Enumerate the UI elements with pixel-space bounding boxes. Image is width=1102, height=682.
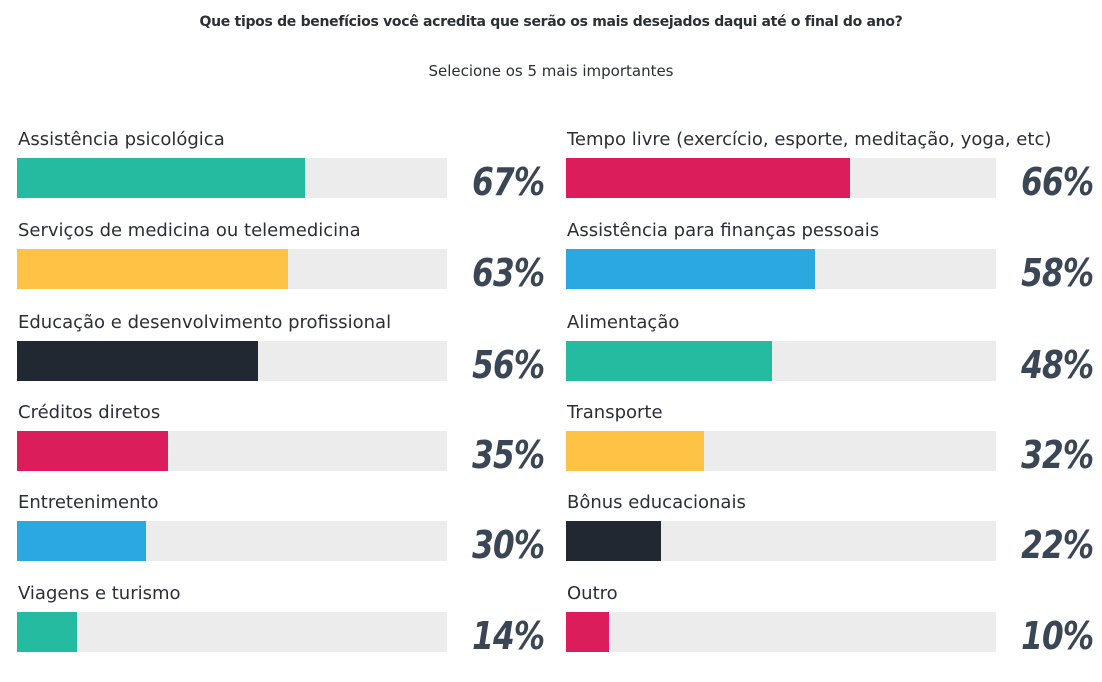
bar-row: Serviços de medicina ou telemedicina 63% — [17, 220, 557, 300]
bar-fill — [566, 341, 772, 381]
bar-fill — [566, 612, 609, 652]
bar-row: Entretenimento 30% — [17, 492, 557, 572]
bar-value-label: 35% — [472, 433, 545, 477]
bar-fill — [17, 249, 288, 289]
left-column: Assistência psicológica 67% Serviços de me… — [17, 0, 577, 682]
bar-label: Assistência para finanças pessoais — [567, 220, 880, 241]
bar-fill — [17, 521, 146, 561]
bar-label: Viagens e turismo — [18, 583, 181, 604]
bar-row: Bônus educacionais 22% — [566, 492, 1102, 572]
bar-fill — [566, 431, 704, 471]
bar-track — [566, 249, 996, 289]
bar-label: Bônus educacionais — [567, 492, 746, 513]
bar-value-label: 67% — [472, 160, 545, 204]
bar-fill — [17, 158, 305, 198]
bar-fill — [566, 158, 850, 198]
bar-track — [566, 612, 996, 652]
bar-value-label: 32% — [1021, 433, 1094, 477]
bar-row: Transporte 32% — [566, 402, 1102, 482]
bar-row: Outro 10% — [566, 583, 1102, 663]
bar-row: Assistência para finanças pessoais 58% — [566, 220, 1102, 300]
bar-label: Assistência psicológica — [18, 129, 225, 150]
bar-fill — [17, 612, 77, 652]
bar-label: Entretenimento — [18, 492, 159, 513]
bar-track — [17, 612, 447, 652]
bar-label: Tempo livre (exercício, esporte, meditaç… — [567, 129, 1052, 150]
bar-track — [17, 158, 447, 198]
bar-row: Educação e desenvolvimento profissional 5… — [17, 312, 557, 392]
bar-row: Assistência psicológica 67% — [17, 129, 557, 209]
bar-row: Tempo livre (exercício, esporte, meditaç… — [566, 129, 1102, 209]
bar-track — [17, 431, 447, 471]
bar-fill — [17, 431, 168, 471]
bar-value-label: 48% — [1021, 343, 1094, 387]
bar-label: Alimentação — [567, 312, 680, 333]
bar-row: Viagens e turismo 14% — [17, 583, 557, 663]
bar-value-label: 10% — [1021, 614, 1094, 658]
bar-value-label: 30% — [472, 523, 545, 567]
bar-value-label: 56% — [472, 343, 545, 387]
bar-label: Outro — [567, 583, 618, 604]
right-column: Tempo livre (exercício, esporte, meditaç… — [566, 0, 1102, 682]
bar-track — [566, 521, 996, 561]
bar-track — [17, 341, 447, 381]
bar-label: Créditos diretos — [18, 402, 161, 423]
bar-track — [17, 249, 447, 289]
bar-track — [17, 521, 447, 561]
bar-value-label: 63% — [472, 251, 545, 295]
bar-fill — [17, 341, 258, 381]
bar-label: Educação e desenvolvimento profissional — [18, 312, 392, 333]
bar-value-label: 22% — [1021, 523, 1094, 567]
bar-value-label: 66% — [1021, 160, 1094, 204]
bar-track — [566, 341, 996, 381]
bar-value-label: 58% — [1021, 251, 1094, 295]
bar-row: Créditos diretos 35% — [17, 402, 557, 482]
chart-subtitle: Selecione os 5 mais importantes — [428, 62, 674, 80]
bar-track — [566, 158, 996, 198]
bar-fill — [566, 249, 815, 289]
bar-label: Transporte — [567, 402, 663, 423]
bar-value-label: 14% — [472, 614, 545, 658]
bar-label: Serviços de medicina ou telemedicina — [18, 220, 361, 241]
bar-fill — [566, 521, 661, 561]
chart-title: Que tipos de benefícios você acredita qu… — [199, 14, 903, 30]
bar-row: Alimentação 48% — [566, 312, 1102, 392]
bar-track — [566, 431, 996, 471]
